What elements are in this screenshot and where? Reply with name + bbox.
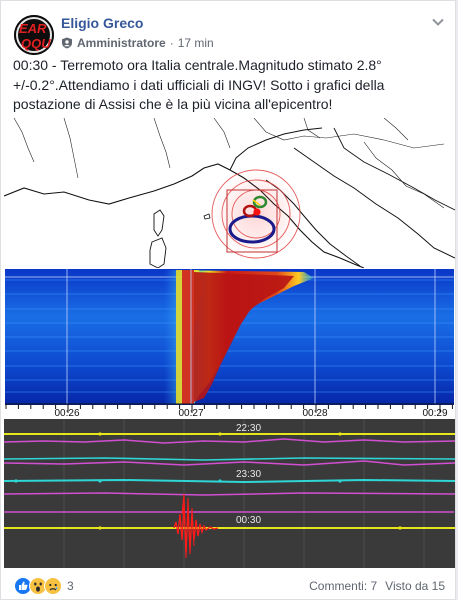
post-image[interactable]: 00:26 00:27 00:28 00:29 — [3, 117, 456, 568]
post-meta: Amministratore · 17 min — [61, 36, 214, 50]
spectrogram-panel — [4, 268, 455, 405]
post-footer: 3 Commenti: 7 Visto da 15 — [1, 572, 455, 600]
wow-reaction-icon — [29, 577, 47, 595]
seismogram-panel: 22:30 23:30 00:30 — [3, 419, 456, 568]
ear-logo-icon: EAR QQU — [14, 15, 54, 55]
time-tick-label: 00:29 — [422, 408, 447, 419]
spectrogram-time-axis: 00:26 00:27 00:28 00:29 — [4, 405, 455, 419]
trace-time-label: 00:30 — [236, 515, 261, 526]
role-label: Amministratore — [77, 36, 166, 50]
comments-count[interactable]: Commenti: 7 — [309, 579, 378, 593]
reaction-count[interactable]: 3 — [67, 579, 74, 593]
author-name[interactable]: Eligio Greco — [61, 15, 144, 31]
post-header: EAR QQU Eligio Greco Amministratore · 17… — [1, 1, 455, 55]
avatar[interactable]: EAR QQU — [14, 15, 54, 55]
seen-count[interactable]: Visto da 15 — [385, 579, 445, 593]
trace-time-label: 22:30 — [236, 423, 261, 434]
post-time[interactable]: 17 min — [177, 36, 214, 50]
time-tick-label: 00:26 — [54, 408, 79, 419]
map-panel — [3, 117, 456, 269]
trace-time-label: 23:30 — [236, 469, 261, 480]
post-text: 00:30 - Terremoto ora Italia centrale.Ma… — [13, 57, 385, 112]
chevron-down-icon[interactable] — [431, 15, 445, 29]
seismic-composite-image: 00:26 00:27 00:28 00:29 — [3, 117, 456, 568]
svg-text:EAR: EAR — [19, 21, 47, 36]
sad-reaction-icon — [44, 577, 62, 595]
reaction-icons[interactable] — [14, 577, 62, 595]
meta-separator: · — [169, 36, 174, 50]
shield-icon — [62, 37, 72, 49]
time-tick-label: 00:27 — [178, 408, 203, 419]
post-stats: Commenti: 7 Visto da 15 — [309, 579, 445, 593]
like-reaction-icon — [14, 577, 32, 595]
svg-text:QQU: QQU — [21, 36, 51, 51]
time-tick-label: 00:28 — [302, 408, 327, 419]
